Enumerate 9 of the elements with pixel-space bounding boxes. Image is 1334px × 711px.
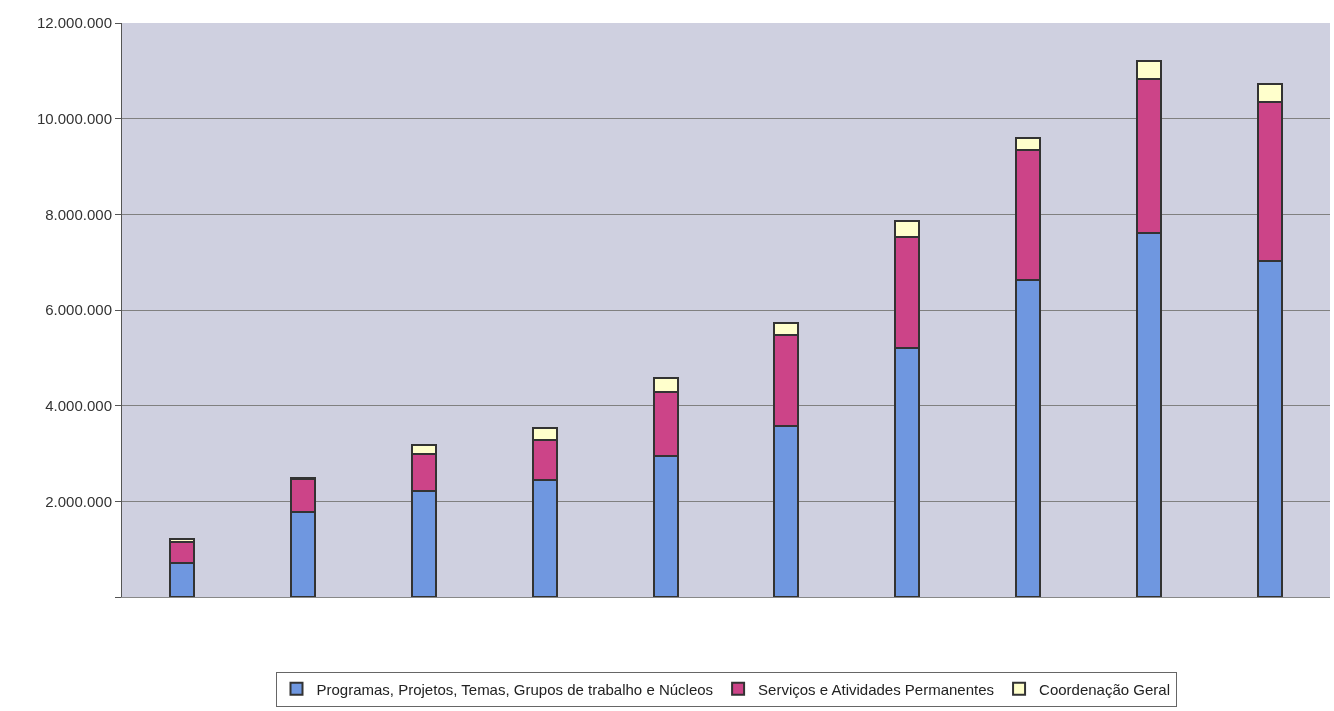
y-tick-label: 4.000.000	[45, 396, 112, 414]
y-tick-label: 12.000.000	[36, 14, 112, 32]
y-tick-label: 2.000.000	[45, 492, 112, 510]
legend-label: Programas, Projetos, Temas, Grupos de trabalho e Núcleos	[316, 680, 714, 698]
legend-label: Serviços e Atividades Permanentes	[758, 680, 995, 698]
y-tick-label: 10.000.000	[36, 109, 112, 127]
legend-label: Coordenação Geral	[1039, 680, 1170, 698]
y-tick-label: 6.000.000	[45, 301, 112, 319]
y-tick-label: 8.000.000	[45, 205, 112, 223]
